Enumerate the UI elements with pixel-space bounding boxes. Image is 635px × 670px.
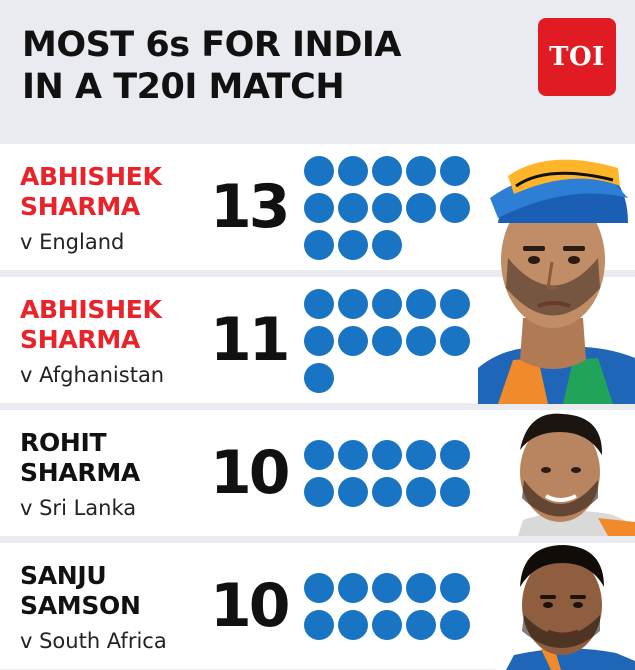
- player-photo-graphic: [498, 410, 635, 536]
- six-dot: [406, 193, 436, 223]
- six-dot: [440, 610, 470, 640]
- six-dot: [440, 326, 470, 356]
- six-dot: [406, 477, 436, 507]
- six-dot: [440, 477, 470, 507]
- six-dot: [304, 156, 334, 186]
- sixes-dots: [304, 156, 478, 260]
- six-dot: [440, 156, 470, 186]
- player-photo-abhishek-sharma: [478, 138, 635, 404]
- six-dot: [406, 610, 436, 640]
- six-dot: [304, 289, 334, 319]
- six-dot: [372, 230, 402, 260]
- sixes-count: 10: [210, 438, 291, 508]
- player-first-name: SANJU: [20, 561, 107, 590]
- six-dot: [338, 230, 368, 260]
- six-dot: [406, 326, 436, 356]
- player-last-name: SAMSON: [20, 591, 141, 620]
- six-dot: [372, 156, 402, 186]
- six-dot: [372, 193, 402, 223]
- six-dot: [440, 289, 470, 319]
- six-dot: [372, 440, 402, 470]
- player-name: SANJU SAMSON: [20, 561, 141, 621]
- player-first-name: ABHISHEK: [20, 162, 162, 191]
- player-name: ABHISHEK SHARMA: [20, 162, 162, 222]
- sixes-dots: [304, 289, 478, 393]
- six-dot: [406, 573, 436, 603]
- player-photo-sanju-samson: [496, 543, 635, 670]
- six-dot: [338, 193, 368, 223]
- six-dot: [304, 230, 334, 260]
- six-dot: [304, 573, 334, 603]
- player-photo-graphic: [496, 543, 635, 670]
- sixes-dots: [304, 555, 478, 659]
- title-line-2: IN A T20I MATCH: [22, 67, 345, 107]
- six-dot: [338, 610, 368, 640]
- player-first-name: ROHIT: [20, 428, 107, 457]
- sixes-count: 13: [210, 172, 291, 242]
- six-dot: [338, 289, 368, 319]
- six-dot: [406, 289, 436, 319]
- player-last-name: SHARMA: [20, 192, 140, 221]
- six-dot: [372, 289, 402, 319]
- six-dot: [372, 326, 402, 356]
- toi-logo: TOI: [538, 18, 616, 96]
- six-dot: [338, 156, 368, 186]
- player-photo-graphic: [478, 159, 635, 404]
- six-dot: [304, 610, 334, 640]
- opponent-label: v Sri Lanka: [20, 496, 137, 520]
- six-dot: [304, 326, 334, 356]
- sixes-count: 11: [210, 305, 291, 375]
- player-name: ABHISHEK SHARMA: [20, 295, 162, 355]
- opponent-label: v England: [20, 230, 125, 254]
- six-dot: [406, 156, 436, 186]
- player-photo-rohit-sharma: [498, 410, 635, 536]
- six-dot: [304, 363, 334, 393]
- player-first-name: ABHISHEK: [20, 295, 162, 324]
- header: MOST 6s FOR INDIA IN A T20I MATCH TOI: [0, 0, 635, 140]
- opponent-label: v South Africa: [20, 629, 167, 653]
- six-dot: [440, 193, 470, 223]
- sixes-dots: [304, 422, 478, 526]
- six-dot: [372, 477, 402, 507]
- six-dot: [372, 573, 402, 603]
- six-dot: [338, 573, 368, 603]
- opponent-label: v Afghanistan: [20, 363, 165, 387]
- six-dot: [304, 477, 334, 507]
- title-line-1: MOST 6s FOR INDIA: [22, 25, 402, 65]
- chart-title: MOST 6s FOR INDIA IN A T20I MATCH: [22, 24, 402, 108]
- six-dot: [304, 193, 334, 223]
- six-dot: [406, 440, 436, 470]
- player-name: ROHIT SHARMA: [20, 428, 140, 488]
- sixes-count: 10: [210, 571, 291, 641]
- six-dot: [338, 440, 368, 470]
- six-dot: [304, 440, 334, 470]
- player-last-name: SHARMA: [20, 458, 140, 487]
- six-dot: [372, 610, 402, 640]
- player-last-name: SHARMA: [20, 325, 140, 354]
- six-dot: [440, 573, 470, 603]
- six-dot: [440, 440, 470, 470]
- six-dot: [338, 326, 368, 356]
- six-dot: [338, 477, 368, 507]
